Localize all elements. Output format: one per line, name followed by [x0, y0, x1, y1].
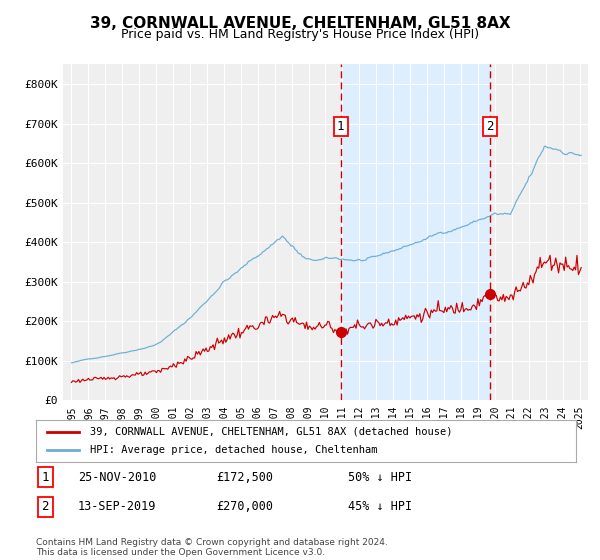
Text: £172,500: £172,500 [216, 470, 273, 484]
Text: 13-SEP-2019: 13-SEP-2019 [78, 500, 157, 514]
Text: 2: 2 [41, 500, 49, 514]
Text: 1: 1 [337, 120, 344, 133]
Text: 25-NOV-2010: 25-NOV-2010 [78, 470, 157, 484]
Bar [341, 64, 490, 400]
Text: 39, CORNWALL AVENUE, CHELTENHAM, GL51 8AX: 39, CORNWALL AVENUE, CHELTENHAM, GL51 8A… [89, 16, 511, 31]
Text: 45% ↓ HPI: 45% ↓ HPI [348, 500, 412, 514]
Text: 50% ↓ HPI: 50% ↓ HPI [348, 470, 412, 484]
Text: 39, CORNWALL AVENUE, CHELTENHAM, GL51 8AX (detached house): 39, CORNWALL AVENUE, CHELTENHAM, GL51 8A… [90, 427, 452, 437]
Text: HPI: Average price, detached house, Cheltenham: HPI: Average price, detached house, Chel… [90, 445, 377, 455]
Text: 2: 2 [486, 120, 494, 133]
Text: 1: 1 [41, 470, 49, 484]
Text: Price paid vs. HM Land Registry's House Price Index (HPI): Price paid vs. HM Land Registry's House … [121, 28, 479, 41]
Text: £270,000: £270,000 [216, 500, 273, 514]
Text: Contains HM Land Registry data © Crown copyright and database right 2024.
This d: Contains HM Land Registry data © Crown c… [36, 538, 388, 557]
